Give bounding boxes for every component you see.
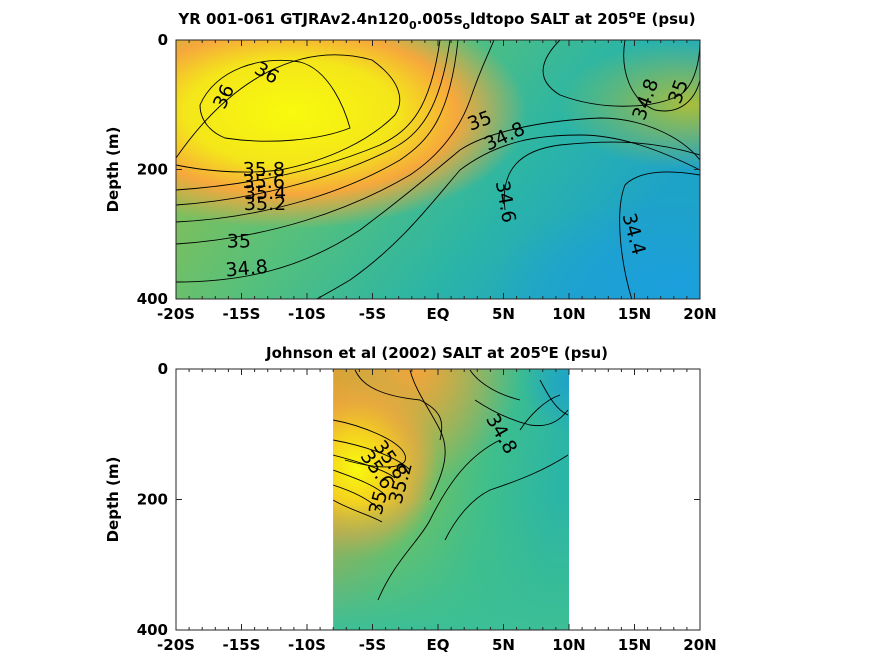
contour-label: 35.8 [243, 159, 285, 181]
panel-observations: Johnson et al (2002) SALT at 205oE (psu)… [104, 342, 717, 654]
y-axis-label: Depth (m) [104, 127, 122, 213]
contour-label: 35.2 [244, 193, 286, 215]
x-tick-label: 20N [683, 305, 716, 323]
x-tick-label: 5N [492, 305, 515, 323]
y-tick-label: 200 [137, 491, 168, 509]
x-tick-label: -20S [157, 636, 195, 654]
contour-lines [176, 40, 700, 299]
title-part: 0 [409, 19, 417, 32]
contour-label: 35 [227, 231, 251, 253]
axis-ticks: -20S -15S -10S -5S EQ 5N 10N 15N 20N 0 200 400 [137, 31, 717, 323]
x-tick-label: EQ [427, 636, 450, 654]
heatmap-olive-core [176, 40, 700, 299]
x-tick-label: -10S [288, 305, 326, 323]
x-tick-label: -15S [223, 636, 261, 654]
title-part: .005s [417, 10, 463, 28]
x-tick-label: 15N [618, 305, 651, 323]
x-tick-label: -10S [288, 636, 326, 654]
contour-label: 35.6 [243, 171, 285, 193]
x-tick-label: -15S [223, 305, 261, 323]
x-tick-label: 5N [492, 636, 515, 654]
panel-title: Johnson et al (2002) SALT at 205oE (psu) [265, 342, 608, 362]
x-tick-label: EQ [427, 305, 450, 323]
x-tick-label: -5S [359, 636, 386, 654]
title-part: YR 001-061 GTJRAv2.4n120 [177, 10, 409, 28]
title-part: o [628, 8, 636, 21]
y-axis-label: Depth (m) [104, 457, 122, 543]
title-part: o [463, 19, 471, 32]
x-tick-label: 10N [552, 305, 585, 323]
y-tick-label: 400 [137, 290, 168, 308]
y-tick-label: 0 [158, 31, 168, 49]
contour-lines [333, 369, 569, 601]
x-tick-label: -5S [359, 305, 386, 323]
y-tick-label: 400 [137, 621, 168, 639]
title-part: o [541, 342, 549, 355]
x-tick-label: 15N [618, 636, 651, 654]
title-part: E (psu) [548, 344, 608, 362]
y-tick-label: 0 [158, 360, 168, 378]
contour-label: 35.4 [244, 182, 286, 204]
title-part: E (psu) [636, 10, 696, 28]
panel-title: YR 001-061 GTJRAv2.4n1200.005soldtopo SA… [177, 8, 695, 32]
panel-model: YR 001-061 GTJRAv2.4n1200.005soldtopo SA… [104, 8, 717, 323]
title-part: ldtopo SALT at 205 [470, 10, 628, 28]
y-tick-label: 200 [137, 161, 168, 179]
heatmap-deep-layer [333, 369, 569, 630]
x-tick-label: 10N [552, 636, 585, 654]
title-part: Johnson et al (2002) SALT at 205 [265, 344, 541, 362]
axis-ticks: -20S -15S -10S -5S EQ 5N 10N 15N 20N 0 200 400 [137, 360, 717, 654]
x-tick-label: 20N [683, 636, 716, 654]
contour-label: 34.8 [225, 256, 269, 282]
x-tick-label: -20S [157, 305, 195, 323]
